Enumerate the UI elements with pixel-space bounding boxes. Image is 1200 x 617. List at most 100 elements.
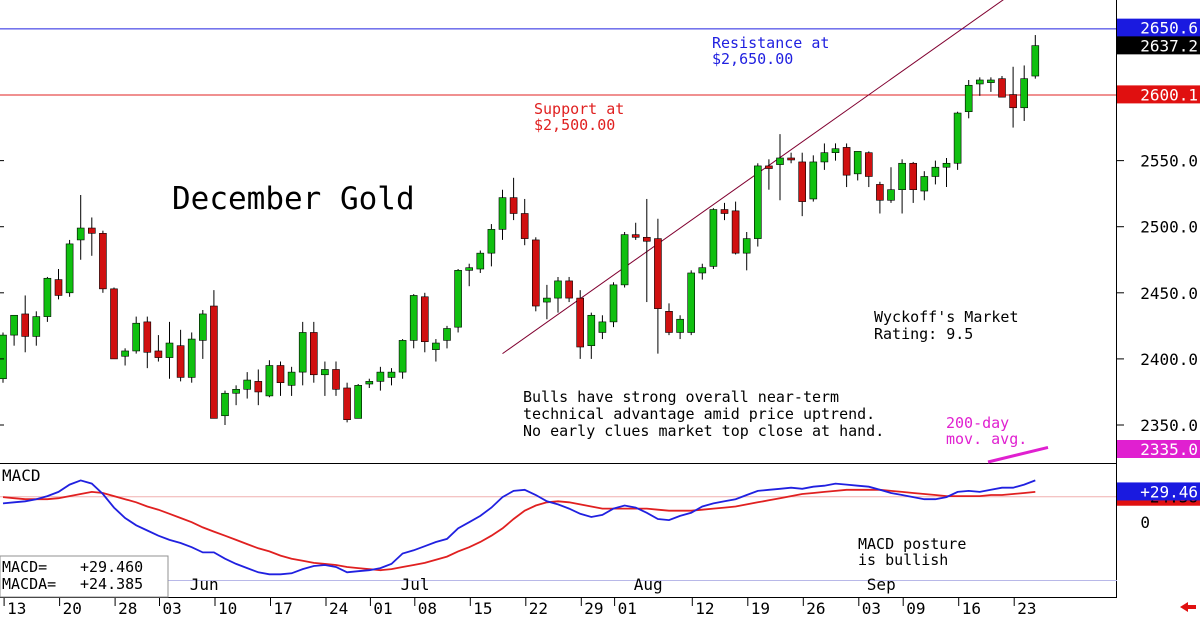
candle-body-up [121,350,129,357]
time-tick-label: 28 [118,599,137,617]
candle [176,329,185,382]
candle-body-up [365,381,374,385]
candle [998,76,1006,98]
time-tick-label: 19 [751,599,770,617]
candle-body-up [498,197,507,230]
candle-body-up [898,162,906,191]
candle [432,339,440,362]
candle-body-up [1020,78,1029,109]
candle-body-up [465,267,474,271]
candlestick-series [0,35,1040,425]
candle-body-up [487,229,496,254]
candle [531,237,540,312]
candle-body-down [276,365,285,383]
candle-body-down [631,234,640,238]
candle [0,332,7,383]
candle-body-up [321,369,329,376]
candle [365,378,374,388]
candle [631,222,640,240]
candle [864,151,873,188]
candle [343,382,351,423]
candle [964,79,973,119]
candle-body-down [1009,94,1017,109]
candle-body-up [32,316,41,337]
ma200-label-line1: 200-day [946,414,1009,432]
candle [787,152,795,164]
candle [987,77,995,92]
candle [143,316,152,369]
candle [753,163,762,247]
candle-body-up [620,234,629,286]
candle [165,321,174,379]
candle [487,224,496,267]
price-tick-label: 2500.0 [1140,218,1198,237]
candle [32,311,41,346]
price-tag-box [1117,18,1200,37]
candle-body-up [953,112,962,164]
macd-panel-title: MACD [2,466,41,485]
time-tick-label: 13 [7,599,26,617]
candle [187,332,196,383]
candle [820,143,829,170]
candle-body-down [210,305,218,419]
candle [742,232,751,271]
time-tick-label: 12 [695,599,714,617]
candle [376,366,385,391]
price-tick-label: 2450.0 [1140,284,1198,303]
candle-body-up [587,314,596,346]
candle [598,315,607,340]
month-label: Sep [867,575,896,594]
candle-body-up [942,162,951,168]
price-levels [0,28,1116,96]
candle [199,309,207,359]
candle-body-up [76,227,85,241]
candle-body-up [354,385,363,419]
resistance-label-line2: $2,650.00 [712,50,793,68]
candle-body-up [221,392,229,417]
commentary-line3: No early clues market top close at hand. [523,422,884,440]
scroll-left-arrow-icon[interactable] [1180,602,1196,612]
candle-body-up [753,165,762,239]
candle [265,360,274,398]
price-tick-label: 2400.0 [1140,350,1198,369]
candle [443,325,451,349]
resistance-label-line1: Resistance at [712,34,829,52]
candle [121,348,129,366]
candle-body-up [287,371,296,386]
ma200-line [987,446,1049,464]
candle-body-up [676,318,684,333]
candle [920,171,929,201]
candle-body-up [398,340,407,373]
candle [88,217,96,256]
time-tick-label: 17 [274,599,293,617]
price-tag-label: 2650.6 [1140,19,1198,38]
candle-body-up [887,189,895,201]
candle [54,269,63,300]
candle-body-up [387,371,396,378]
candle-body-up [964,84,973,113]
candle [909,161,918,203]
macda-legend-label: MACDA= [2,575,56,593]
candle [210,290,218,419]
candle [476,250,485,273]
candle-body-down [143,321,152,353]
candle-body-down [309,332,318,376]
time-tick-label: 16 [962,599,981,617]
candle-body-down [864,152,873,177]
ma200-label-line2: mov. avg. [946,430,1027,448]
candle [887,167,895,203]
price-tag: 2637.2 [1117,36,1200,55]
candle-body-up [432,342,440,350]
candle-body-down [254,381,263,393]
candle [409,294,418,349]
candle [298,321,307,386]
candle [665,303,673,336]
candle-body-up [809,161,818,200]
price-tag: 2600.1 [1117,85,1200,104]
price-tag-label: 2335.0 [1140,440,1198,459]
price-tag: 2335.0 [1117,440,1200,459]
candle [43,276,52,322]
candle-body-down [509,197,518,214]
